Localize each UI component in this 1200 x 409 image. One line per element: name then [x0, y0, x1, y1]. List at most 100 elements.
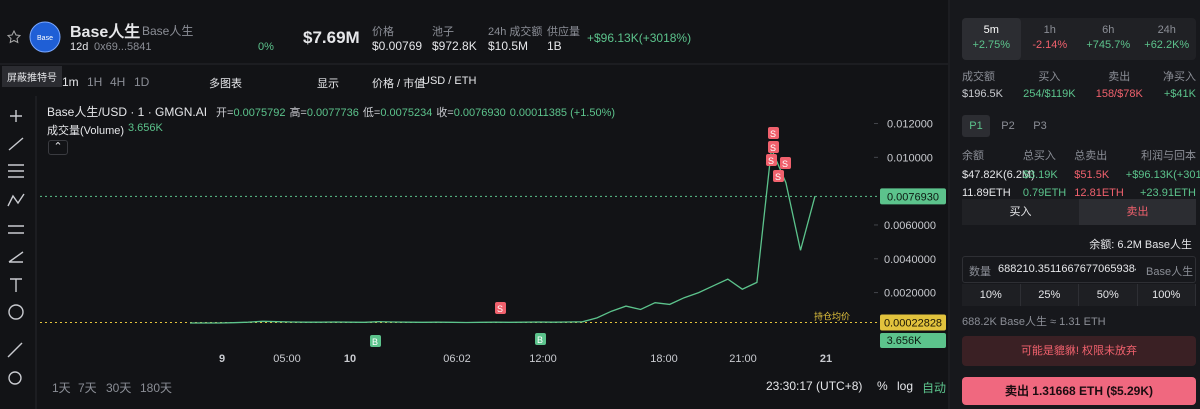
logo-text: Base [37, 35, 53, 42]
interval[interactable]: 4H [110, 75, 126, 89]
sell-marker [766, 154, 777, 166]
stat-value: $972.8K [432, 39, 477, 53]
period: 6h [1102, 24, 1115, 36]
preset[interactable]: P3 [1033, 120, 1047, 132]
stat-label: 池子 [432, 26, 454, 38]
auto-toggle[interactable]: 自动 [922, 381, 947, 395]
price-tag [880, 314, 946, 331]
sell-marker [773, 170, 784, 182]
collapse-button[interactable]: ⌃ [48, 140, 68, 155]
submit-button[interactable]: 卖出 1.31668 ETH ($5.29K) [962, 377, 1196, 405]
y-tick-label: 0.012000 [887, 119, 933, 131]
x-tick-label: 10 [344, 353, 356, 365]
qty: 688210.351166767706593844 [998, 263, 1136, 275]
volume-value: 3.656K [128, 122, 163, 134]
buy-marker-label: B [537, 335, 543, 345]
sell-marker-label: S [770, 143, 776, 153]
display-menu[interactable]: 显示 [317, 78, 339, 90]
stat-value: $0.00769 [372, 39, 423, 53]
pct-button[interactable]: 10% [962, 284, 1021, 306]
tooltip: 屏蔽推特号 [2, 66, 62, 87]
multi-chart[interactable]: 多图表 [209, 78, 242, 90]
position-row: 11.89ETH 0.79ETH 12.81ETH +23.91ETH [962, 187, 1196, 199]
period: 5m [983, 24, 999, 36]
stat: 净买入 +$41K [1163, 68, 1196, 100]
percent-toggle[interactable]: % [877, 379, 888, 393]
stat-value: +$41K [1163, 88, 1196, 100]
market-cap: $7.69M [303, 28, 360, 47]
pct-button[interactable]: 100% [1137, 284, 1196, 306]
x-tick-label: 06:02 [443, 353, 471, 365]
y-tick-label: 0.0040000 [884, 254, 936, 266]
stat-value: $196.5K [962, 88, 1003, 100]
interval[interactable]: 1D [134, 75, 150, 89]
sell-marker-label: S [768, 156, 774, 166]
interval[interactable]: 1m [62, 75, 79, 89]
range[interactable]: 30天 [106, 381, 132, 395]
stat-label: 成交额 [962, 71, 995, 83]
x-tick-label: 05:00 [273, 353, 301, 365]
sell-marker-label: S [770, 129, 776, 139]
y-tick-label: 0.0020000 [884, 288, 936, 300]
stats: 成交额 $196.5K 买入 254/$119K 卖出 158/$78K 净买入 +$41K [962, 68, 1196, 100]
stat-label: 净买入 [1162, 71, 1196, 83]
qty-label: 数量 [969, 266, 991, 278]
star-icon[interactable] [6, 29, 22, 44]
range[interactable]: 180天 [140, 381, 173, 395]
range[interactable]: 7天 [78, 381, 97, 395]
ohlc-change: 0.00011385 (+1.50%) [509, 107, 616, 119]
period-tab[interactable]: 24h +62.2K% [1138, 18, 1197, 60]
pnl: +$96.13K(+3018%) [587, 31, 692, 45]
ohlc-label: 低= [362, 107, 381, 119]
x-tick-label: 21:00 [729, 353, 757, 365]
pct-buttons: 10% 25% 50% 100% [962, 284, 1196, 306]
buy-tab[interactable]: 买入 [962, 199, 1079, 225]
pct-button[interactable]: 25% [1020, 284, 1079, 306]
log-toggle[interactable]: log [897, 379, 914, 393]
sell-marker-label: S [775, 172, 781, 182]
sell-marker [780, 157, 791, 169]
y-tick-label: 0.010000 [887, 152, 933, 164]
period-tab[interactable]: 5m +2.75% [962, 18, 1021, 60]
period-tab[interactable]: 1h -2.14% [1021, 18, 1080, 60]
position-cell: $47.82K(6.2M) [962, 169, 1035, 181]
position-cell: 12.81ETH [1074, 187, 1124, 199]
balance: 余额: 6.2M Base人生 [1089, 239, 1192, 251]
position-cell: 0.79ETH [1022, 187, 1067, 199]
position-row: $47.82K(6.2M)$3.19K $51.5K +$96.13K(+3018%… [962, 169, 1200, 181]
period-change: +745.7% [1086, 39, 1131, 51]
qty-input[interactable] [962, 256, 1196, 283]
buy-marker [535, 333, 546, 345]
x-tick-label: 18:00 [650, 353, 678, 365]
period-tab[interactable]: 6h +745.7% [1079, 18, 1138, 60]
price-line [190, 146, 816, 324]
ohlc-label: 收= [436, 107, 454, 119]
qty-unit: Base人生 [1146, 266, 1194, 278]
pct-button[interactable]: 50% [1079, 284, 1138, 306]
currency[interactable]: USD / ETH [422, 75, 477, 87]
interval[interactable]: 1H [87, 75, 103, 89]
stat-value: 158/$78K [1095, 88, 1143, 100]
volume-title: 成交量(Volume) [47, 125, 125, 137]
clock: 23:30:17 (UTC+8) [766, 379, 863, 393]
stat: 卖出 158/$78K [1096, 68, 1143, 100]
ohlc: 开=0.0075792 高=0.0077736 低=0.0075234 收=0.007… [216, 104, 615, 120]
draw-tools[interactable] [7, 110, 25, 385]
x-tick-label: 21 [820, 353, 832, 365]
stat-label: 供应量 [547, 26, 580, 38]
preset[interactable]: P2 [1001, 120, 1015, 132]
range[interactable]: 1天 [52, 381, 71, 395]
token-address[interactable]: 0x69...5841 [94, 41, 152, 53]
ohlc-label: 高= [289, 107, 307, 119]
position-cell: 11.89ETH [962, 187, 1011, 199]
sell-tab[interactable]: 卖出 [1079, 199, 1196, 225]
sell-marker [768, 141, 779, 153]
period-change: -2.14% [1032, 39, 1068, 51]
price-mcap[interactable]: 价格 / 市值 [372, 78, 426, 90]
ohlc-value: 0.0075792 [233, 107, 286, 119]
preset[interactable]: P1 [962, 115, 990, 137]
buy-marker-label: B [372, 337, 378, 347]
period-tabs: 5m +2.75% 1h -2.14% 6h +745.7% 24h +62.2K% [962, 18, 1196, 60]
sell-marker-label: S [497, 304, 503, 314]
